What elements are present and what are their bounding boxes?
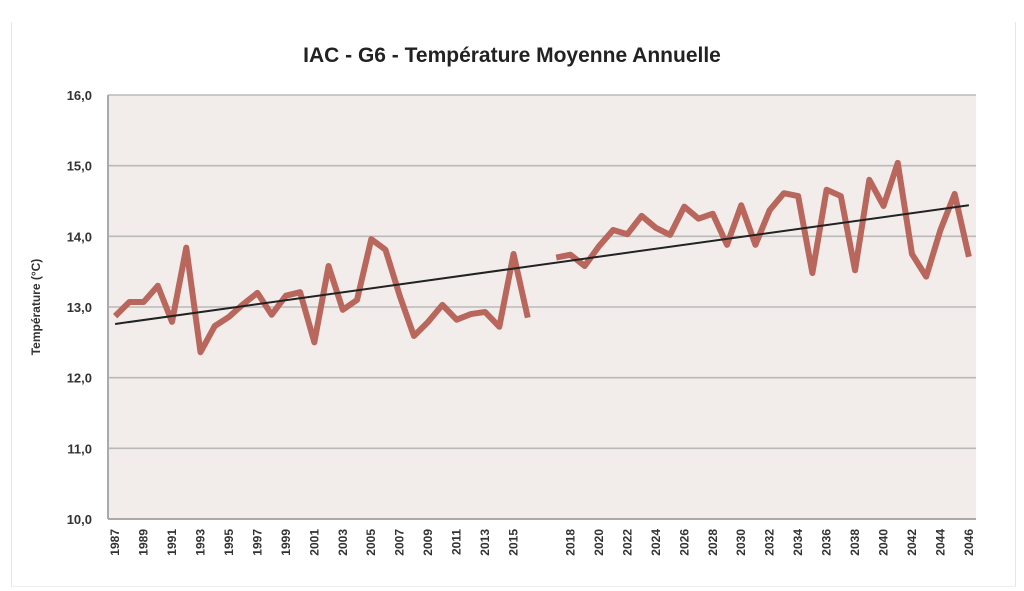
x-axis-ticks: 1987 1989 1991 1993 1995 1997 1999 2001 2003 2005… [108, 529, 976, 556]
x-tick-label: 2042 [905, 529, 919, 556]
x-tick-label: 2022 [620, 529, 634, 556]
x-tick-label: 1987 [108, 529, 122, 556]
trendline-group [114, 204, 970, 325]
y-tick-label: 13,0 [67, 300, 92, 315]
y-tick-label: 15,0 [67, 159, 92, 174]
x-tick-label: 1997 [250, 529, 264, 556]
x-tick-label: 2038 [848, 529, 862, 556]
x-tick-label: 2011 [450, 529, 464, 555]
x-tick-label: 1989 [137, 529, 151, 556]
y-tick-label: 10,0 [67, 512, 92, 527]
x-tick-label: 1995 [222, 529, 236, 556]
x-tick-label: 2046 [962, 529, 976, 556]
gridlines [107, 94, 976, 520]
x-tick-label: 2001 [307, 529, 321, 556]
x-tick-label: 2028 [706, 529, 720, 556]
x-tick-label: 2024 [649, 529, 663, 556]
y-tick-label: 12,0 [67, 371, 92, 386]
x-tick-label: 2034 [791, 529, 805, 556]
x-tick-label: 1991 [165, 529, 179, 556]
x-tick-label: 1999 [279, 529, 293, 556]
x-tick-label: 2003 [336, 529, 350, 556]
x-tick-label: 2005 [364, 529, 378, 556]
y-tick-label: 14,0 [67, 229, 92, 244]
y-axis-label: Température (°C) [29, 259, 43, 356]
x-tick-label: 2026 [677, 529, 691, 556]
x-tick-label: 2007 [393, 529, 407, 556]
x-tick-label: 2018 [563, 529, 577, 556]
temperature-line [555, 159, 972, 280]
y-tick-label: 16,0 [67, 88, 92, 103]
x-tick-label: 2036 [820, 529, 834, 556]
x-tick-label: 2044 [933, 529, 947, 556]
y-axis-ticks: 10,0 11,0 12,0 13,0 14,0 15,0 16,0 [67, 88, 92, 527]
chart-frame [11, 22, 1016, 587]
y-tick-label: 11,0 [67, 441, 92, 456]
x-tick-label: 2015 [507, 529, 521, 556]
x-tick-label: 2013 [478, 529, 492, 556]
x-tick-label: 2009 [421, 529, 435, 556]
trendline [114, 204, 970, 325]
x-tick-label: 2040 [877, 529, 891, 556]
series-lines [113, 159, 972, 356]
chart-title: IAC - G6 - Température Moyenne Annuelle [303, 44, 721, 67]
x-tick-label: 2030 [734, 529, 748, 556]
x-tick-label: 2032 [763, 529, 777, 556]
x-tick-label: 2020 [592, 529, 606, 556]
temperature-line [113, 236, 531, 356]
x-tick-label: 1993 [193, 529, 207, 556]
